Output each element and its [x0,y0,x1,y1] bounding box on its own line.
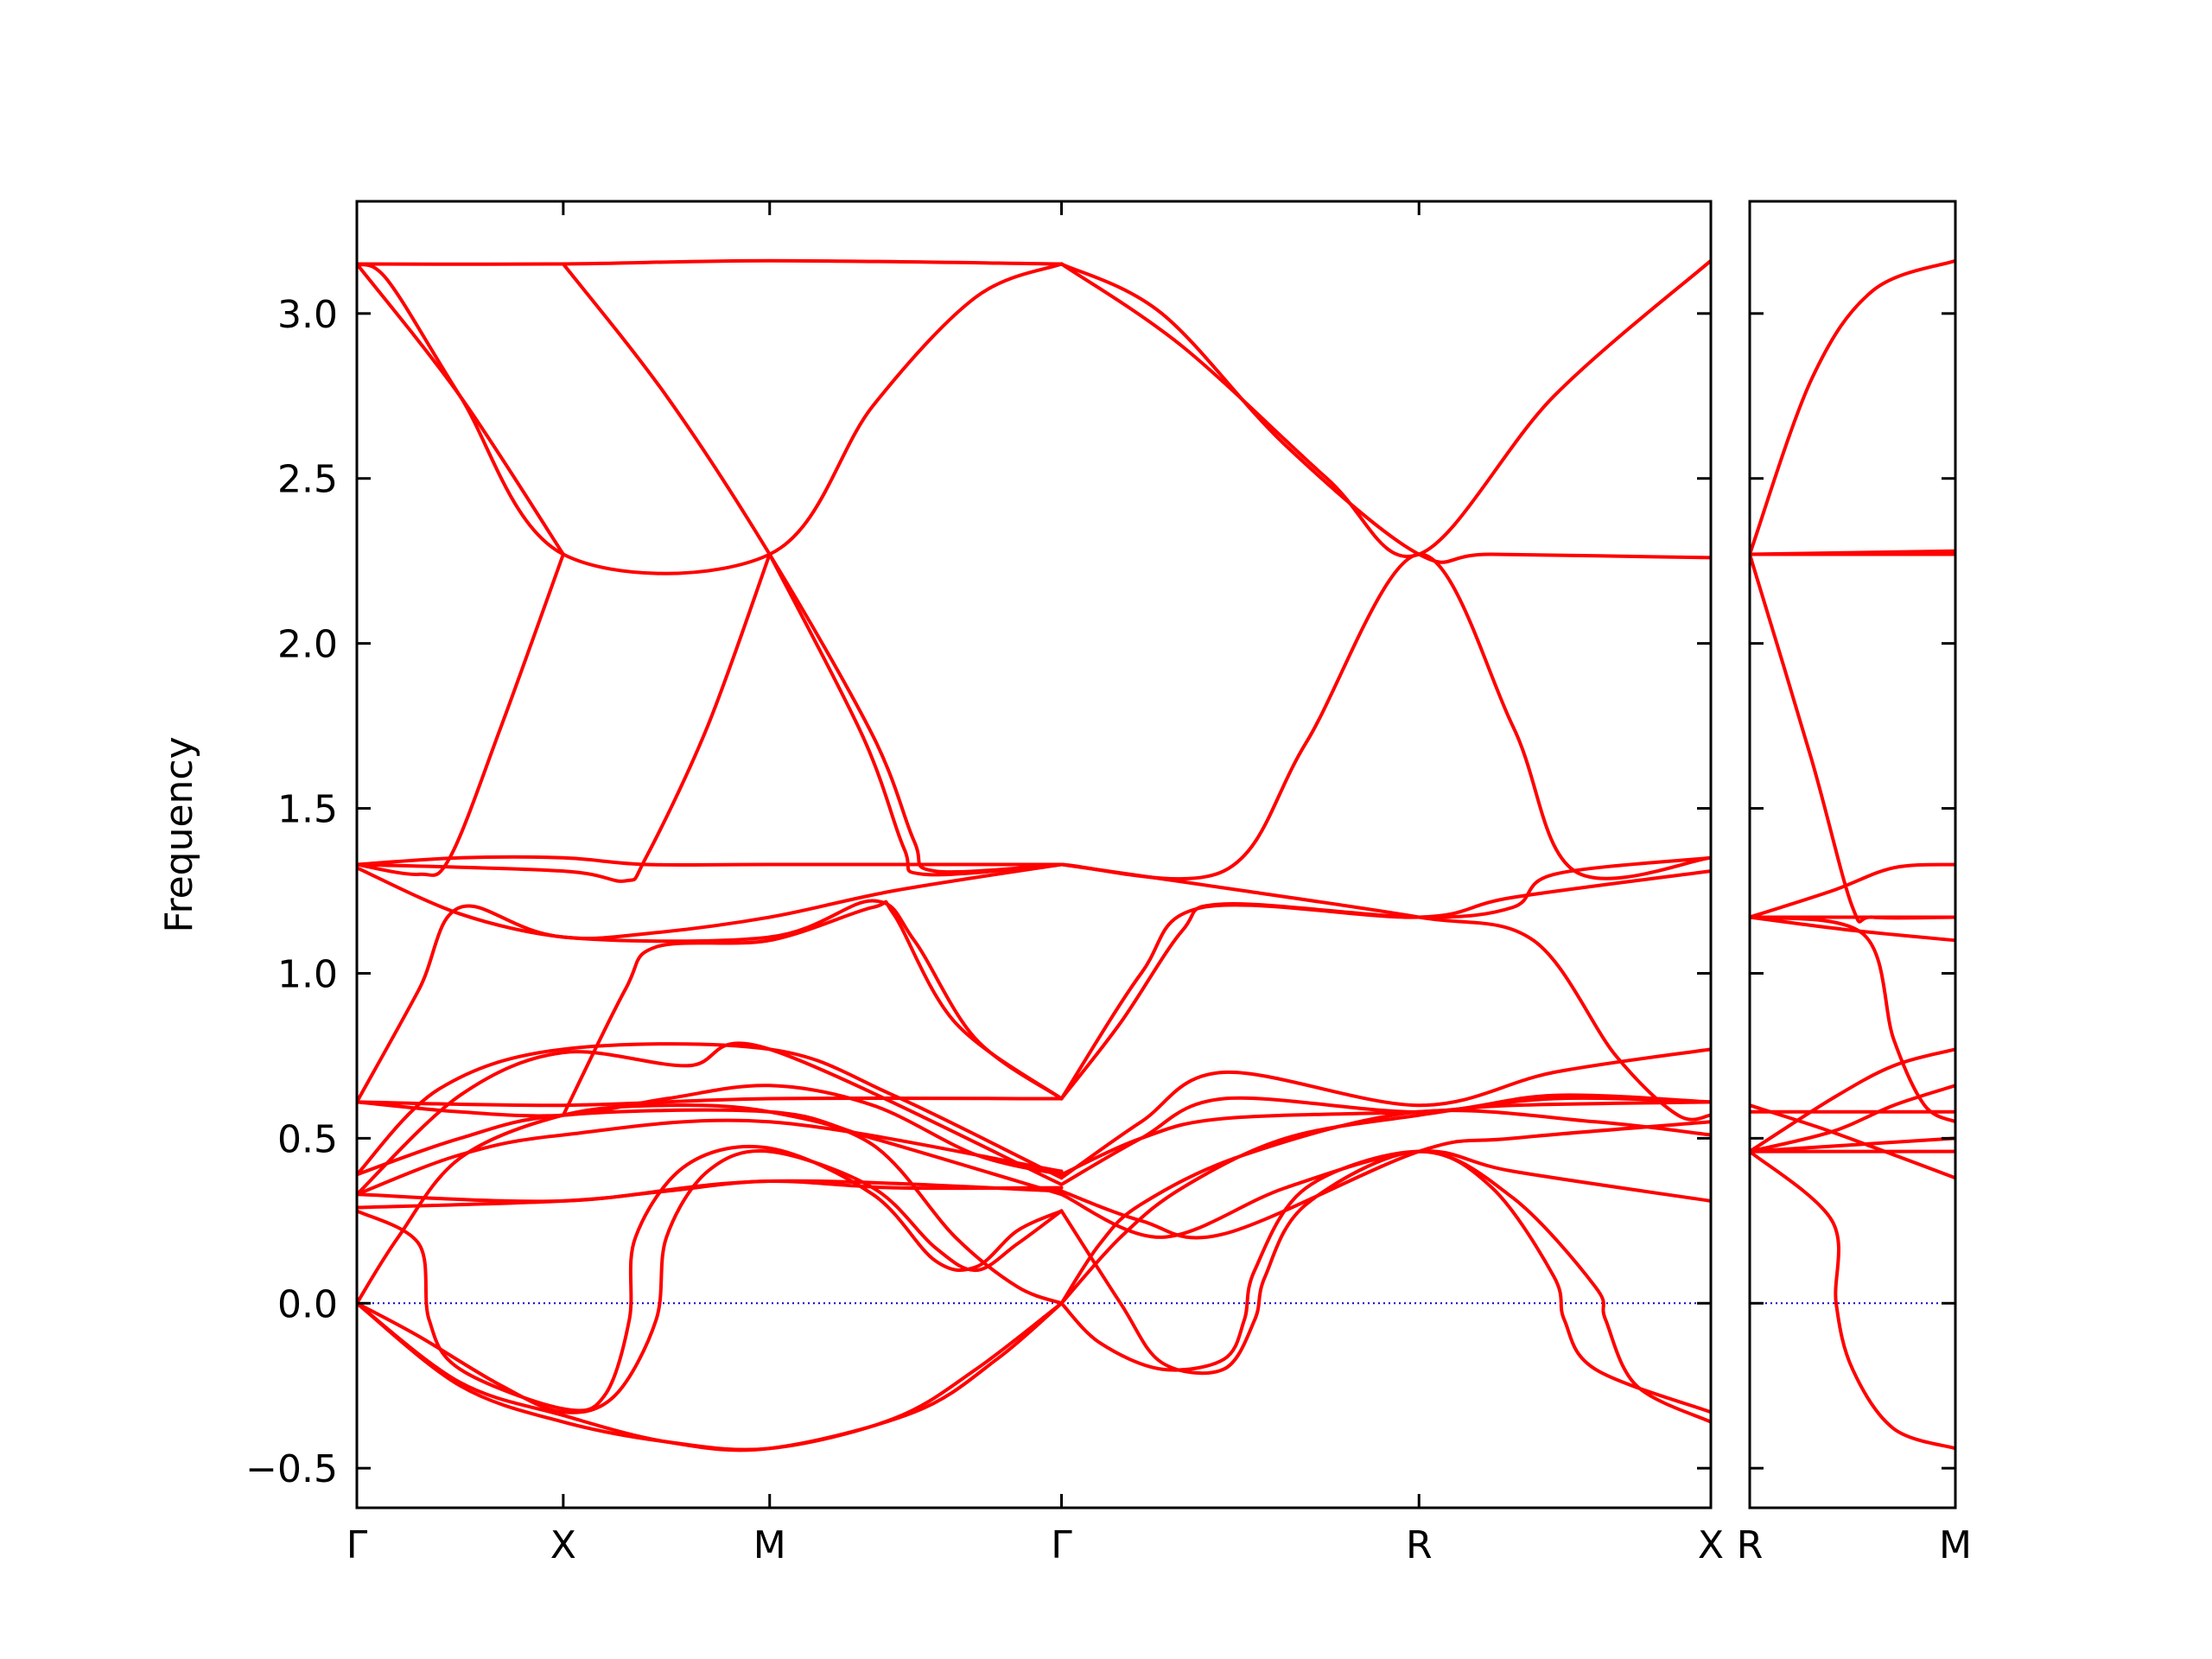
x-tick-label: X [1698,1523,1724,1567]
main-panel-axes: −0.5 0.0 0.5 1.0 1.5 2.0 2.5 3.0 Γ X M Γ R X [245,200,1724,1567]
band-line [357,1179,1064,1210]
x-tick-label: Γ [346,1523,368,1567]
band-line [357,1103,1064,1306]
band-line [357,258,1064,266]
band-line [1059,1120,1711,1240]
band-line [357,1108,1064,1197]
y-tick-label: 2.0 [277,623,338,667]
x-tick-label: M [753,1523,786,1567]
band-line [357,899,1064,1104]
band-line [1750,1136,1955,1154]
x-tick-label: R [1406,1523,1433,1567]
band-line [767,552,1064,877]
axes-frame [1748,200,1957,1510]
x-tick-label: Γ [1051,1523,1072,1567]
y-tick-label: 2.5 [277,458,338,502]
band-line [1750,862,1955,919]
main-panel-bands [357,258,1711,1452]
band-line [1059,258,1711,558]
band-line [1750,1149,1955,1451]
band-line [1750,915,1955,1124]
y-tick-label: 1.5 [277,788,338,832]
band-line [1059,1047,1711,1180]
band-line [357,262,1064,575]
band-line [1750,1047,1955,1154]
band-line [561,262,1064,874]
y-tick-label: 0.5 [277,1117,338,1161]
band-line [357,1149,1064,1414]
band-line [1059,262,1711,564]
y-tick-label: 0.0 [277,1282,338,1326]
y-tick-label: −0.5 [245,1447,338,1491]
band-line [357,1042,1064,1180]
y-axis-label: Frequency [157,736,201,932]
band-line [1059,1093,1711,1186]
band-line [357,552,565,877]
band-line [1750,915,1955,943]
band-line [357,1301,1064,1452]
band-line [357,262,565,556]
band-line [1750,1084,1955,1154]
band-line [357,1144,1064,1413]
y-tick-label: 3.0 [277,293,338,337]
band-line [357,1118,1064,1197]
side-panel-bands [1750,258,1955,1451]
band-line [1059,552,1711,881]
band-line [1059,1149,1711,1239]
band-line [357,1084,1064,1177]
x-tick-label: R [1737,1523,1764,1567]
band-line [1059,869,1711,1101]
band-line [1059,1096,1711,1306]
x-tick-label: X [550,1523,576,1567]
band-line [357,855,1064,868]
band-line [1059,1109,1711,1306]
y-tick-label: 1.0 [277,952,338,996]
main-panel: −0.5 0.0 0.5 1.0 1.5 2.0 2.5 3.0 Γ X M Γ R X [245,200,1724,1567]
band-line [357,862,1064,941]
band-line [357,1041,1064,1197]
band-line [1750,1103,1955,1180]
x-tick-label: M [1939,1523,1972,1567]
axes-frame [355,200,1713,1510]
band-line [357,552,772,883]
band-line [1750,258,1955,556]
band-line [561,899,1064,1117]
band-line [357,1096,1064,1108]
